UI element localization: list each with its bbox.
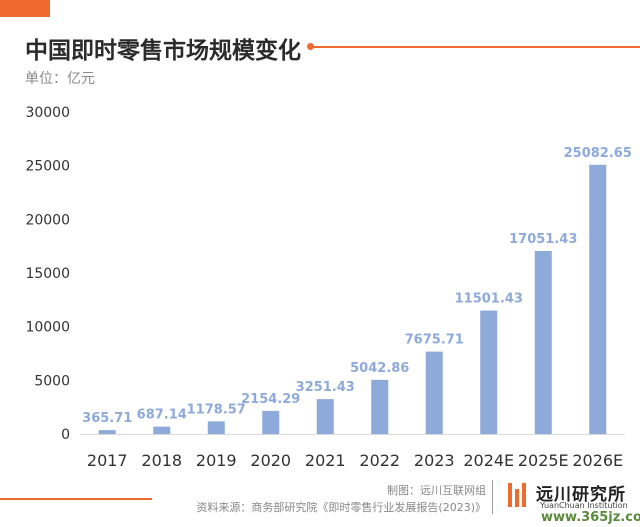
chart-credit: 制图：远川互联网组 [387,484,486,497]
bar [316,399,334,434]
y-tick-label: 20000 [25,212,70,228]
x-tick-label: 2021 [305,451,346,470]
y-tick-label: 0 [61,427,70,443]
title-rule [312,46,640,48]
bar [153,426,171,434]
bar [98,430,116,434]
data-label: 1178.57 [187,402,246,417]
footer-rule [0,498,152,500]
bar [207,421,225,434]
bar-chart: 0 5000 10000 15000 20000 25000 30000 365.71 2017… [25,105,632,470]
logo-subtext: YuanChuan Institution [540,501,628,510]
data-label: 687.14 [137,408,187,423]
bar [371,379,389,434]
bar [480,310,498,434]
page-title: 中国即时零售市场规模变化 [25,38,301,64]
data-label: 25082.65 [564,146,632,161]
data-label: 11501.43 [455,292,523,307]
y-tick-label: 15000 [25,266,70,282]
x-tick-label: 2018 [141,451,182,470]
bar [262,410,280,434]
data-label: 2154.29 [241,392,300,407]
data-source: 资料来源：商务部研究院《即时零售行业发展报告(2023)》 [196,501,486,514]
x-tick-label: 2020 [250,451,291,470]
x-tick-label: 2022 [359,451,400,470]
y-tick-label: 5000 [34,373,70,389]
watermark: www.365jz.com [541,510,640,525]
footer-divider [492,480,493,514]
x-tick-label: 2023 [414,451,455,470]
data-label: 3251.43 [296,380,355,395]
bar [534,250,552,434]
x-tick-label: 2025E [518,451,569,470]
x-tick-label: 2026E [572,451,623,470]
logo-icon [508,483,526,507]
data-label: 365.71 [82,411,132,426]
x-tick-label: 2024E [463,451,514,470]
y-tick-label: 10000 [25,320,70,336]
y-tick-label: 25000 [25,159,70,175]
unit-label: 单位：亿元 [25,71,95,87]
data-label: 5042.86 [350,361,409,376]
x-tick-label: 2019 [196,451,237,470]
logo-text: 远川研究所 [536,485,626,505]
corner-accent-block [0,0,50,17]
y-tick-label: 30000 [25,105,70,121]
bar [425,351,443,434]
bar [589,164,607,435]
data-label: 7675.71 [405,333,464,348]
title-rule-dot [307,43,314,50]
data-label: 17051.43 [509,232,577,247]
x-tick-label: 2017 [87,451,128,470]
